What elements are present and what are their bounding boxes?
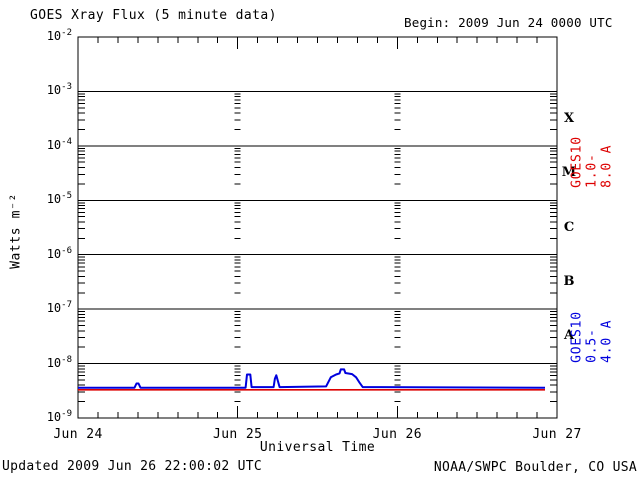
goes10-short-channel-label: GOES10 0.5-4.0 A — [569, 311, 615, 363]
x-tick-label: Jun 27 — [532, 427, 582, 442]
x-tick-label: Jun 24 — [53, 427, 103, 442]
y-tick-label: 10-6 — [46, 245, 72, 261]
plot-frame — [77, 36, 558, 419]
y-tick-label: 10-9 — [46, 409, 72, 424]
flare-class-b-label: B — [563, 273, 575, 289]
y-tick-label: 10-3 — [46, 82, 72, 98]
y-axis-title: Watts m⁻² — [8, 193, 24, 269]
y-tick-label: 10-4 — [46, 136, 72, 152]
flare-class-x-label: X — [563, 110, 575, 126]
x-tick-label: Jun 26 — [372, 427, 423, 442]
credit-text: NOAA/SWPC Boulder, CO USA — [433, 460, 637, 475]
y-tick-label: 10-5 — [46, 191, 72, 207]
flare-class-a-label: A — [563, 328, 575, 344]
goes-short-flux-line — [78, 368, 546, 389]
chart-title: GOES Xray Flux (5 minute data) — [30, 8, 277, 23]
x-axis-title: Universal Time — [259, 440, 376, 455]
goes10-long-channel-label: GOES10 1.0-8.0 A — [569, 136, 615, 188]
y-tick-label: 10-7 — [46, 300, 72, 316]
begin-timestamp: Begin: 2009 Jun 24 0000 UTC — [404, 15, 613, 30]
flare-class-m-label: M — [561, 165, 577, 181]
x-tick-label: Jun 25 — [212, 427, 263, 442]
y-tick-label: 10-8 — [46, 354, 72, 370]
updated-timestamp: Updated 2009 Jun 26 22:00:02 UTC — [2, 459, 263, 474]
y-tick-label: 10-2 — [46, 28, 72, 43]
flare-class-c-label: C — [563, 219, 575, 235]
